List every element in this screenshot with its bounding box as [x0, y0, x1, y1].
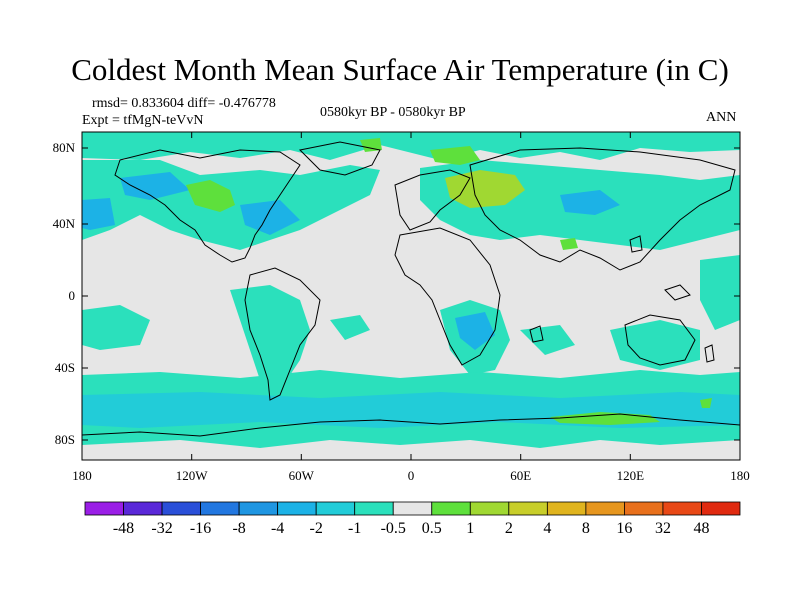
colorbar-label: 48: [693, 520, 710, 537]
colorbar-swatch: [392, 501, 433, 516]
colorbar: [84, 501, 741, 516]
longitude-label: 60W: [288, 468, 314, 483]
latitude-label: 40S: [54, 360, 75, 375]
latitude-label: 80N: [52, 140, 75, 155]
colorbar-label: 8: [581, 520, 590, 537]
colorbar-swatch: [585, 501, 625, 516]
colorbar-swatch: [354, 501, 394, 516]
colorbar-label: -0.5: [380, 520, 406, 537]
colorbar-label: -8: [232, 520, 246, 537]
colorbar-swatch: [624, 501, 664, 516]
colorbar-swatch: [546, 501, 587, 516]
coastlines: [82, 141, 740, 437]
latitude-label: 40N: [52, 216, 75, 231]
colorbar-swatch: [431, 501, 471, 516]
colorbar-swatch: [469, 501, 510, 516]
colorbar-swatch: [508, 501, 548, 516]
colorbar-swatch: [238, 501, 279, 516]
axis-ticks: [81, 132, 741, 460]
experiment-label: Expt = tfMgN-teVvN: [82, 113, 204, 128]
colorbar-swatch: [662, 501, 702, 516]
season-label: ANN: [706, 110, 737, 125]
latitude-label: 80S: [54, 432, 75, 447]
longitude-label: 180: [730, 468, 750, 483]
longitude-label: 120W: [175, 468, 208, 483]
colorbar-label: -2: [309, 520, 323, 537]
period-label: 0580kyr BP - 0580kyr BP: [320, 105, 466, 120]
map-plot: [82, 132, 740, 460]
colorbar-swatch: [84, 501, 124, 516]
longitude-label: 120E: [616, 468, 645, 483]
colorbar-label: 1: [466, 520, 475, 537]
colorbar-label: 4: [543, 520, 552, 537]
latitude-label: 0: [68, 288, 76, 303]
colorbar-swatch: [701, 501, 741, 516]
longitude-label: 0: [407, 468, 415, 483]
chart-title: Coldest Month Mean Surface Air Temperatu…: [71, 52, 729, 87]
colorbar-label: 2: [504, 520, 513, 537]
colorbar-label: -48: [112, 520, 135, 537]
colorbar-swatch: [161, 501, 201, 516]
stats-label: rmsd= 0.833604 diff= -0.476778: [92, 96, 276, 111]
colorbar-label: -1: [348, 520, 362, 537]
longitude-label: 180: [72, 468, 92, 483]
colorbar-label: -32: [151, 520, 173, 537]
colorbar-swatch: [200, 501, 240, 516]
colorbar-label: 32: [654, 520, 671, 537]
colorbar-swatch: [123, 501, 163, 516]
colorbar-swatch: [277, 501, 317, 516]
colorbar-label: -4: [270, 520, 285, 537]
longitude-label: 60E: [510, 468, 532, 483]
colorbar-label: 16: [616, 520, 633, 537]
colorbar-swatch: [315, 501, 356, 516]
colorbar-label: 0.5: [421, 520, 442, 537]
colorbar-label: -16: [189, 520, 212, 537]
